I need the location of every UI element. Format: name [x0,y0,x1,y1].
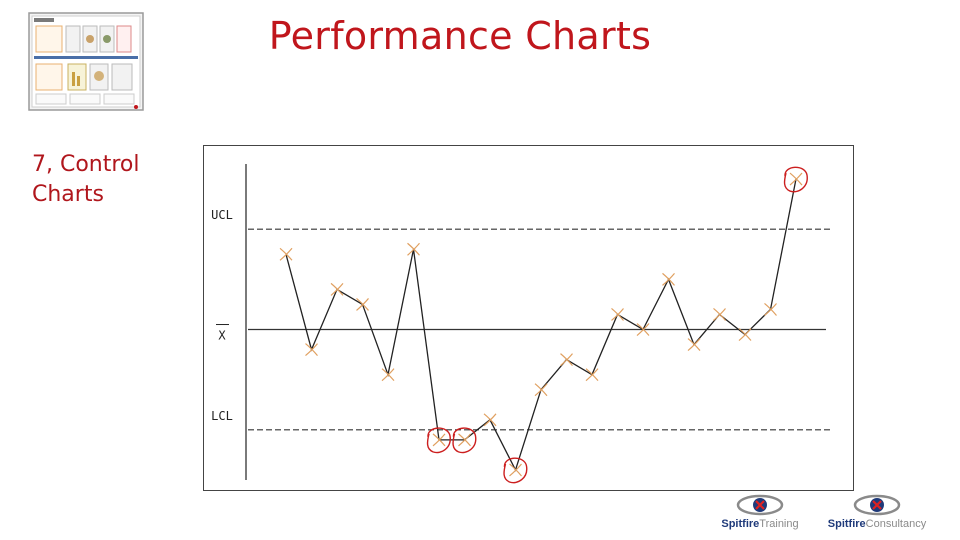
data-point-12 [560,353,573,367]
data-point-21 [783,166,808,193]
data-point-3 [330,282,344,296]
spitfire-logo-icon [853,494,901,516]
data-point-20 [764,302,777,316]
highlight-circle-8 [452,427,477,454]
data-point-5 [381,368,395,382]
section-label-line1: 7, Control [32,152,140,177]
data-point-9 [483,413,497,427]
data-series-line [285,178,797,472]
section-label: 7, Control Charts [32,150,182,210]
spitfire-consultancy-logo: SpitfireConsultancy [818,492,936,536]
data-point-7 [426,427,451,454]
performance-board-thumbnail [28,12,144,112]
data-point-14 [611,308,624,321]
data-point-2 [305,343,318,357]
training-brand: Spitfire [721,518,760,530]
data-point-8 [452,427,477,454]
data-point-10 [503,457,528,484]
data-point-16 [662,272,675,286]
data-point-1 [279,247,293,261]
control-chart-svg: UCL X LCL [211,164,832,484]
highlight-circle-21 [783,166,808,193]
data-point-15 [636,323,650,336]
data-point-11 [534,383,548,397]
data-point-6 [407,242,420,256]
data-point-4 [356,297,369,311]
data-point-13 [585,368,599,382]
control-chart: UCL X LCL [203,145,854,491]
training-suffix: Training [759,518,799,530]
data-point-17 [687,338,701,352]
highlight-circle-10 [503,457,528,484]
reference-label-x-bar: X [218,329,226,343]
spitfire-training-logo: SpitfireTraining [714,492,806,536]
reference-label-ucl: UCL [211,208,233,222]
consultancy-suffix: Consultancy [865,518,927,530]
highlight-circle-7 [426,427,451,454]
reference-label-lcl: LCL [211,409,233,423]
spitfire-logo-icon [736,494,784,516]
section-label-line2: Charts [32,182,104,207]
slide-title: Performance Charts [268,14,652,58]
data-point-19 [738,328,752,341]
data-point-18 [713,308,726,321]
consultancy-brand: Spitfire [827,518,866,530]
